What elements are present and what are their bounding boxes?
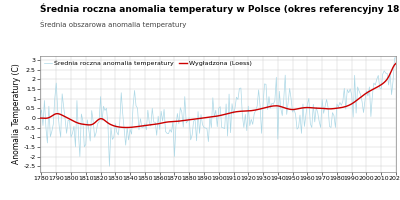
Text: Średnia roczna anomalia temperatury w Polsce (okres referencyjny 1851-1900): Średnia roczna anomalia temperatury w Po… (40, 4, 400, 15)
Wygładzona (Loess) (240, 110, 245, 112)
Line: Wygładzona (Loess): Wygładzona (Loess) (40, 63, 396, 127)
Wygładzona (Loess) (228, 112, 233, 114)
Legend: Średnia roczna anomalia temperatury, Wygładzona (Loess): Średnia roczna anomalia temperatury, Wyg… (43, 59, 253, 68)
Wygładzona (Loess) (276, 105, 280, 107)
Wygładzona (Loess) (50, 115, 54, 117)
Y-axis label: Anomalia Temperatury (C): Anomalia Temperatury (C) (12, 64, 21, 164)
Line: Średnia roczna anomalia temperatury: Średnia roczna anomalia temperatury (40, 58, 396, 166)
Średnia roczna anomalia temperatury (166, 132, 171, 135)
Średnia roczna anomalia temperatury (50, 130, 54, 133)
Średnia roczna anomalia temperatury (107, 165, 112, 167)
Średnia roczna anomalia temperatury (228, 131, 233, 134)
Wygładzona (Loess) (224, 113, 228, 115)
Wygładzona (Loess) (125, 126, 130, 129)
Średnia roczna anomalia temperatury (392, 57, 397, 59)
Wygładzona (Loess) (394, 62, 398, 65)
Średnia roczna anomalia temperatury (240, 114, 245, 117)
Średnia roczna anomalia temperatury (38, 114, 42, 116)
Średnia roczna anomalia temperatury (224, 103, 228, 105)
Text: Średnia obszarowa anomalia temperatury: Średnia obszarowa anomalia temperatury (40, 20, 186, 27)
Średnia roczna anomalia temperatury (394, 57, 398, 59)
Wygładzona (Loess) (166, 121, 171, 123)
Średnia roczna anomalia temperatury (276, 138, 280, 140)
Wygładzona (Loess) (38, 117, 42, 119)
